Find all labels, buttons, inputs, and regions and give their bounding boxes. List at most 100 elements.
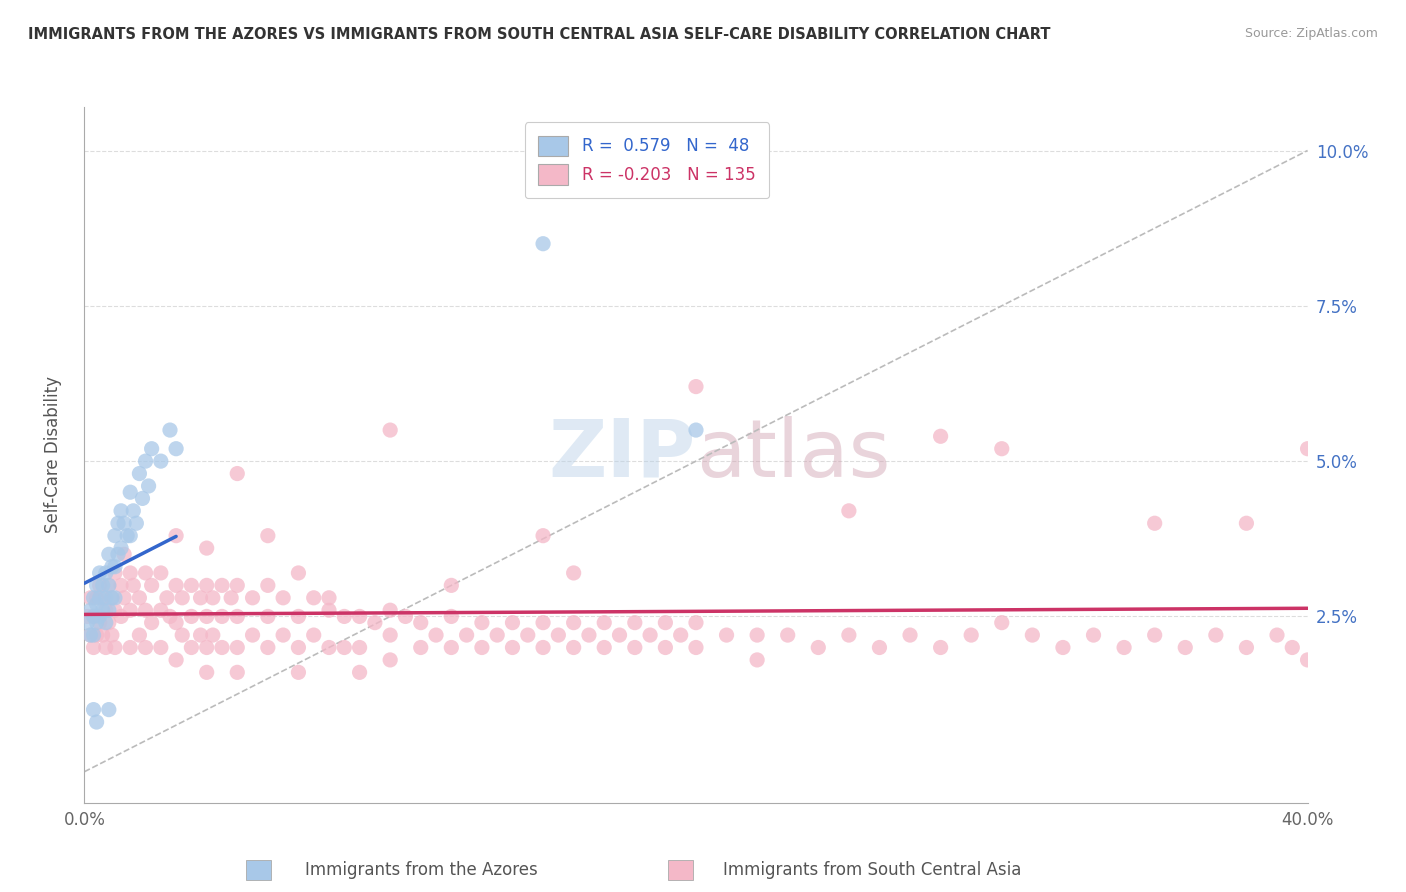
Point <box>141 442 163 456</box>
Point <box>624 640 647 655</box>
Point <box>716 628 738 642</box>
Point <box>172 628 194 642</box>
Point <box>149 603 172 617</box>
Point <box>669 628 692 642</box>
Point <box>302 628 325 642</box>
Point <box>287 665 309 680</box>
Point <box>86 597 108 611</box>
Point <box>104 566 127 580</box>
Point <box>97 547 120 561</box>
Point <box>1281 640 1303 655</box>
Point <box>89 566 111 580</box>
Point <box>201 628 224 642</box>
Point <box>131 491 153 506</box>
Point <box>107 516 129 531</box>
Point <box>180 640 202 655</box>
Point <box>349 665 371 680</box>
Point <box>226 609 249 624</box>
Point <box>1021 628 1043 642</box>
Point <box>547 628 569 642</box>
Point <box>97 578 120 592</box>
Point <box>349 640 371 655</box>
Point <box>654 640 676 655</box>
Point <box>409 615 432 630</box>
Point <box>318 591 340 605</box>
Point <box>195 640 218 655</box>
Point <box>104 640 127 655</box>
Point <box>425 628 447 642</box>
Point <box>502 640 524 655</box>
Point <box>120 640 142 655</box>
Point <box>104 529 127 543</box>
Point <box>165 578 187 592</box>
Point <box>257 529 280 543</box>
Point <box>159 423 181 437</box>
Point <box>838 628 860 642</box>
Point <box>1143 516 1166 531</box>
Point <box>898 628 921 642</box>
Point <box>138 479 160 493</box>
Point <box>120 566 142 580</box>
Point <box>257 609 280 624</box>
Point <box>257 578 280 592</box>
Point <box>122 578 145 592</box>
Point <box>318 603 340 617</box>
Point <box>120 529 142 543</box>
Point <box>685 379 707 393</box>
Point <box>440 578 463 592</box>
Point <box>226 467 249 481</box>
Point <box>516 628 538 642</box>
Point <box>1296 442 1319 456</box>
Point <box>86 714 108 729</box>
Point <box>609 628 631 642</box>
Point <box>991 615 1014 630</box>
Point <box>91 628 114 642</box>
Point <box>165 529 187 543</box>
Point <box>94 566 117 580</box>
Point <box>593 640 616 655</box>
Point <box>104 591 127 605</box>
Point <box>91 603 114 617</box>
Point <box>83 703 105 717</box>
Point <box>79 603 101 617</box>
Point <box>104 603 127 617</box>
Point <box>94 640 117 655</box>
Point <box>380 628 402 642</box>
Point <box>110 504 132 518</box>
Point <box>1265 628 1288 642</box>
Point <box>128 591 150 605</box>
Point <box>364 615 387 630</box>
Point <box>135 603 157 617</box>
Point <box>156 591 179 605</box>
Point <box>654 615 676 630</box>
Point <box>180 578 202 592</box>
Point <box>89 615 111 630</box>
Point <box>1114 640 1136 655</box>
Point <box>271 591 294 605</box>
Point <box>991 442 1014 456</box>
Point <box>287 566 309 580</box>
Point <box>115 529 138 543</box>
Point <box>531 640 554 655</box>
Point <box>159 609 181 624</box>
Point <box>76 615 98 630</box>
Point <box>110 541 132 555</box>
Point <box>128 467 150 481</box>
Text: Immigrants from the Azores: Immigrants from the Azores <box>305 861 538 879</box>
Point <box>110 578 132 592</box>
Point <box>1236 516 1258 531</box>
Point <box>79 591 101 605</box>
Point <box>83 640 105 655</box>
Point <box>83 609 105 624</box>
Point <box>195 541 218 555</box>
Point <box>107 547 129 561</box>
Point <box>226 665 249 680</box>
Point <box>593 615 616 630</box>
Point <box>302 591 325 605</box>
Point <box>89 591 111 605</box>
Point <box>195 665 218 680</box>
Point <box>195 578 218 592</box>
Text: IMMIGRANTS FROM THE AZORES VS IMMIGRANTS FROM SOUTH CENTRAL ASIA SELF-CARE DISAB: IMMIGRANTS FROM THE AZORES VS IMMIGRANTS… <box>28 27 1050 42</box>
Point <box>1205 628 1227 642</box>
Point <box>101 591 124 605</box>
